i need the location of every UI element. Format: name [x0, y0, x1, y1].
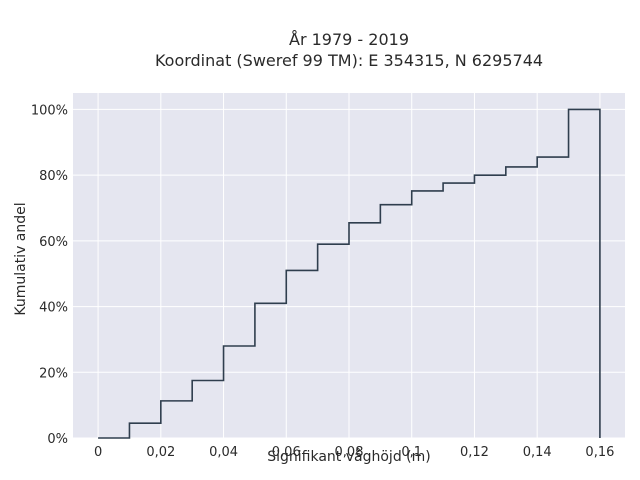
- x-tick-label: 0,08: [335, 445, 364, 460]
- x-axis-title: Signifikant våghöjd (m): [267, 448, 430, 465]
- y-tick-label: 20%: [39, 366, 68, 381]
- y-axis-title: Kumulativ andel: [13, 202, 29, 315]
- x-tick-label: 0,14: [523, 445, 552, 460]
- x-tick-label: 0,1: [401, 445, 422, 460]
- y-tick-label: 100%: [31, 103, 68, 118]
- x-axis-ticks: 0 0,02 0,04 0,06 0,08 0,1 0,12 0,14 0,16: [94, 445, 614, 460]
- y-tick-label: 60%: [39, 235, 68, 250]
- x-tick-label: 0,06: [272, 445, 301, 460]
- chart-title-line2: Koordinat (Sweref 99 TM): E 354315, N 62…: [155, 51, 543, 70]
- x-tick-label: 0,04: [209, 445, 238, 460]
- cumulative-step-line: [98, 108, 601, 439]
- x-tick-label: 0,16: [585, 445, 614, 460]
- y-tick-label: 40%: [39, 301, 68, 316]
- x-tick-label: 0,02: [146, 445, 175, 460]
- series: [98, 108, 601, 439]
- y-axis-ticks: 0% 20% 40% 60% 80% 100%: [31, 103, 68, 447]
- y-tick-label: 0%: [47, 432, 68, 447]
- chart-title-line1: År 1979 - 2019: [289, 30, 409, 49]
- x-tick-label: 0: [94, 445, 102, 460]
- x-tick-label: 0,12: [460, 445, 489, 460]
- y-tick-label: 80%: [39, 169, 68, 184]
